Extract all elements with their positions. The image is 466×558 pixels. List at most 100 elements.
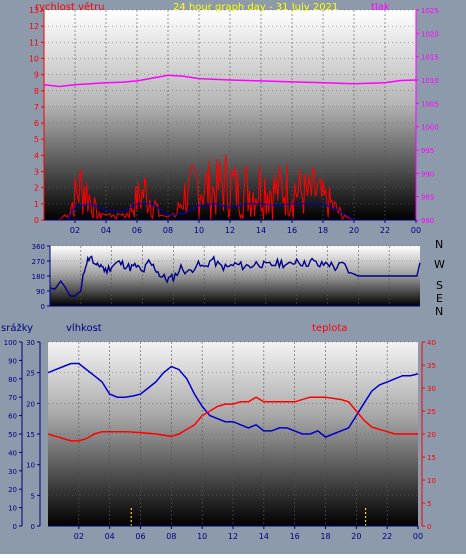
y-tick-label: 20 [8,486,17,494]
x-tick-label: 10 [197,532,207,541]
y-tick-label: 90 [8,357,17,365]
y-tick-label: 10 [8,505,17,513]
x-tick-label: 20 [349,226,359,235]
y-tick-label: 30 [427,385,436,393]
y-tick-label: 10 [427,477,436,485]
y-tick-label: 3 [34,168,39,177]
y-tick-label: 180 [32,273,45,281]
y-tick-label: 50 [8,431,17,439]
x-tick-label: 20 [351,532,361,541]
y-tick-label: 0 [13,523,17,531]
x-tick-label: 18 [318,226,328,235]
x-tick-label: 08 [163,226,173,235]
y-tick-label: 30 [8,468,17,476]
y-tick-label: 90 [36,288,45,296]
x-tick-label: 14 [256,226,266,235]
y-tick-label: 5 [31,492,35,500]
x-tick-label: 02 [70,226,80,235]
rain-humidity-temp-axes: 0102030405060708090100051015202530051015… [4,339,436,541]
y-tick-label: 5 [427,500,431,508]
x-tick-label: 10 [194,226,204,235]
temperature-line [47,396,418,442]
y-tick-label: 270 [32,258,45,266]
compass-s: S [436,279,443,292]
y-tick-label: 35 [427,362,436,370]
y-tick-label: 20 [26,400,35,408]
y-tick-label: 0 [31,523,35,531]
x-tick-label: 12 [225,226,235,235]
y-tick-label: 13 [29,6,39,15]
y-tick-label: 1000 [421,124,439,132]
y-tick-label: 40 [427,339,436,347]
x-tick-label: 04 [105,532,115,541]
x-tick-label: 06 [132,226,142,235]
y-tick-label: 985 [421,194,434,202]
y-tick-label: 8 [34,87,39,96]
y-tick-label: 11 [29,38,39,47]
x-tick-label: 02 [74,532,84,541]
y-tick-label: 5 [34,135,39,144]
x-tick-label: 04 [101,226,111,235]
graph-title: 24 hour graph day - 31 July 2021 [173,2,338,13]
y-tick-label: 25 [427,408,436,416]
y-tick-label: 1020 [421,30,439,38]
y-tick-label: 30 [26,339,35,347]
x-tick-label: 00 [413,532,423,541]
y-tick-label: 10 [26,462,35,470]
wind-gust-line [44,154,416,221]
y-tick-label: 4 [34,151,39,160]
y-tick-label: 70 [8,394,17,402]
x-tick-label: 12 [228,532,238,541]
rain-label: srážky [1,322,33,334]
pressure-label: tlak [371,2,390,13]
compass-n-bottom: N [435,305,443,318]
y-tick-label: 6 [34,119,39,128]
x-tick-label: 08 [166,532,176,541]
y-tick-label: 80 [8,376,17,384]
x-tick-label: 00 [411,226,421,235]
x-tick-label: 18 [320,532,330,541]
y-tick-label: 0 [34,216,39,225]
x-tick-label: 06 [135,532,145,541]
y-tick-label: 360 [32,243,45,251]
y-tick-label: 1005 [421,100,439,108]
compass-w: W [434,258,445,271]
y-tick-label: 20 [427,431,436,439]
wind-direction-line [49,255,421,297]
humidity-label: vlhkost [66,323,102,334]
y-tick-label: 10 [29,54,39,63]
wind-speed-label: rychlost větru [35,1,105,13]
x-tick-label: 16 [290,532,300,541]
y-tick-label: 25 [26,370,35,378]
y-tick-label: 15 [26,431,35,439]
temperature-label: teplota [312,323,347,334]
y-tick-label: 40 [8,449,17,457]
x-tick-label: 16 [287,226,297,235]
wind-average-line [44,203,416,221]
y-tick-label: 0 [41,303,45,311]
y-tick-label: 1010 [421,77,439,85]
humidity-line [47,362,419,438]
wind-pressure-axes: 0123456789101112139809859909951000100510… [29,6,439,235]
y-tick-label: 1025 [421,7,439,15]
x-tick-label: 14 [259,532,269,541]
x-tick-label: 22 [380,226,390,235]
y-tick-label: 9 [34,71,39,80]
wind-pressure-series [43,74,417,221]
y-tick-label: 990 [421,170,434,178]
pressure-line [43,74,417,88]
wind-direction-series [49,255,421,297]
wind-pressure-grid [44,9,416,221]
y-tick-label: 7 [34,103,39,112]
y-tick-label: 1015 [421,54,439,62]
rain-humidity-temp-series [47,362,419,526]
y-tick-label: 12 [29,22,39,31]
y-tick-label: 2 [34,184,39,193]
y-tick-label: 60 [8,413,17,421]
y-tick-label: 1 [34,200,39,209]
x-tick-label: 22 [382,532,392,541]
y-tick-label: 995 [421,147,434,155]
wind-direction-axes: 0 90 180 270 360 [32,243,420,311]
